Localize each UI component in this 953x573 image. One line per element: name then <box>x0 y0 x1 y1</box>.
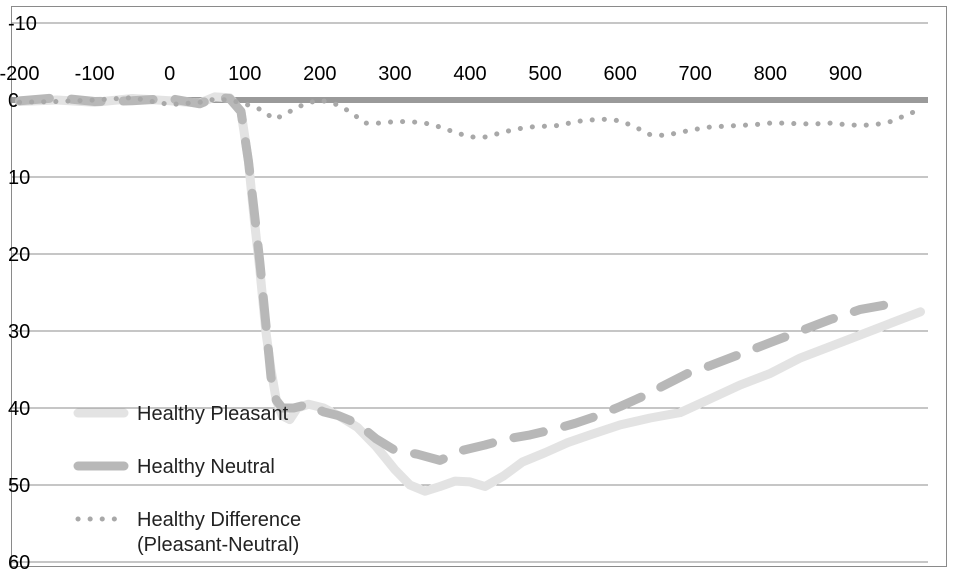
x-tick-label: 800 <box>754 63 787 85</box>
y-tick-label: 0 <box>8 90 19 112</box>
x-tick-label: 300 <box>378 63 411 85</box>
x-axis-tick-labels: -200 -100 0 100 200 300 400 500 600 700 800 900 <box>0 63 862 85</box>
y-axis-tick-labels: -10 0 10 20 30 40 50 60 <box>8 13 37 573</box>
x-tick-label: -100 <box>75 63 115 85</box>
y-tick-label: 60 <box>8 552 30 573</box>
legend-label-healthy-difference-pleasant-neutral: Healthy Difference (Pleasant-Neutral) <box>137 509 301 556</box>
chart-frame <box>11 6 947 567</box>
y-tick-label: 50 <box>8 475 30 497</box>
x-tick-label: 700 <box>679 63 712 85</box>
x-tick-label: -200 <box>0 63 40 85</box>
y-tick-label: -10 <box>8 13 37 35</box>
series-line-healthy-neutral <box>15 93 895 465</box>
y-tick-label: 10 <box>8 167 30 189</box>
x-tick-label: 600 <box>603 63 636 85</box>
legend-label-healthy-pleasant: Healthy Pleasant <box>137 403 289 425</box>
y-tick-label: 20 <box>8 244 30 266</box>
x-tick-label: 0 <box>164 63 175 85</box>
legend-label-healthy-neutral: Healthy Neutral <box>137 456 275 478</box>
series-lines <box>15 92 925 496</box>
x-tick-label: 900 <box>829 63 862 85</box>
x-tick-label: 500 <box>528 63 561 85</box>
series-line-healthy-difference-pleasant-neutral <box>17 95 923 140</box>
x-tick-label: 200 <box>303 63 336 85</box>
series-line-healthy-pleasant <box>15 92 925 496</box>
y-tick-label: 30 <box>8 321 30 343</box>
gridlines <box>12 22 928 563</box>
legend: Healthy Pleasant Healthy Neutral Healthy D… <box>73 403 301 556</box>
y-tick-label: 40 <box>8 398 30 420</box>
x-tick-label: 400 <box>453 63 486 85</box>
x-tick-label: 100 <box>228 63 261 85</box>
